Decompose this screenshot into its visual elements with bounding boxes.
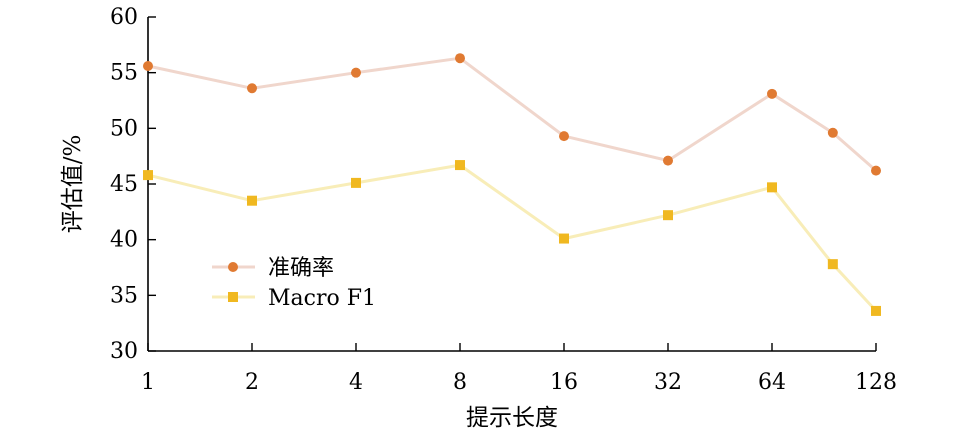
data-point-square [871,305,881,316]
data-point-square [143,170,153,181]
data-point-square [767,182,777,193]
x-tick-label: 128 [855,370,897,395]
data-point-square [559,233,569,244]
x-tick-label: 2 [245,370,259,395]
data-point-circle [351,67,361,78]
legend-label: Macro F1 [268,286,376,311]
data-point-square [351,177,361,188]
data-point-circle [455,53,465,64]
data-point-circle [663,155,673,166]
series-line [147,163,878,312]
data-point-square [247,195,257,206]
legend-item: Macro F1 [212,286,376,311]
y-axis-label: 评估值/% [60,135,86,234]
x-tick-label: 32 [654,370,682,395]
y-tick-label: 60 [110,5,138,30]
series-0 [143,53,881,176]
y-tick-label: 55 [110,61,138,86]
y-tick-label: 30 [110,339,138,364]
y-tick-label: 45 [110,172,138,197]
data-point-circle [871,165,881,176]
data-point-square [228,292,238,302]
x-tick-label: 1 [141,370,155,395]
series-line [147,56,877,172]
series-1 [143,160,881,316]
legend: 准确率 Macro F1 [212,256,376,311]
data-point-circle [247,83,257,94]
series-layer [143,53,881,316]
data-point-square [663,210,673,221]
legend-label: 准确率 [268,256,334,281]
y-tick-label: 40 [110,228,138,253]
data-point-square [455,160,465,171]
data-point-square [827,259,838,270]
x-tick-label: 16 [550,370,578,395]
axes [147,17,876,352]
legend-item: 准确率 [212,256,334,281]
data-point-circle [559,131,569,142]
y-tick-label: 50 [110,116,138,141]
x-axis-label: 提示长度 [466,405,558,431]
x-ticks: 1 2 4 8 16 32 64 128 [141,343,897,395]
data-point-circle [143,60,153,71]
data-point-circle [827,127,838,138]
x-tick-label: 4 [349,370,363,395]
x-tick-label: 8 [453,370,467,395]
x-tick-label: 64 [758,370,786,395]
y-tick-label: 35 [110,283,138,308]
y-ticks: 30 35 40 45 50 55 60 [110,5,156,364]
data-point-circle [228,262,238,272]
data-point-circle [767,88,777,99]
